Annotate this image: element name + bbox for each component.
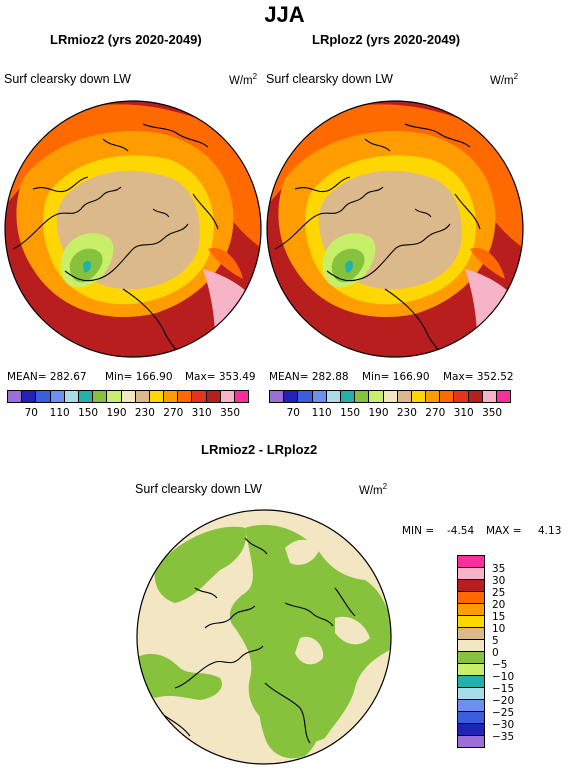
colorbar-tick-label: 70 (286, 407, 300, 419)
colorbar-box (177, 390, 193, 403)
colorbar-tick-label: 10 (492, 623, 506, 635)
colorbar-tick-label: −5 (492, 659, 508, 671)
colorbar-box (496, 390, 512, 403)
panel-2-polar-map (266, 100, 524, 358)
colorbar-tick-label: 190 (106, 407, 127, 419)
colorbar-box (106, 390, 122, 403)
panel-1-variable-label: Surf clearsky down LW (4, 72, 131, 86)
colorbar-box (325, 390, 341, 403)
colorbar-box (205, 390, 221, 403)
colorbar-tick-label: 230 (134, 407, 155, 419)
colorbar-box (234, 390, 250, 403)
colorbar-tick-label: −25 (492, 707, 515, 719)
colorbar-tick-label: 110 (311, 407, 332, 419)
diff-max-value: 4.13 (538, 525, 562, 537)
colorbar-box (35, 390, 51, 403)
diff-panel-variable-label: Surf clearsky down LW (135, 482, 262, 496)
panel-2-colorbar-labels: 70 110 150 190 230 270 310 350 (269, 407, 529, 421)
colorbar-box (425, 390, 441, 403)
panel-1-mean-value: MEAN= 282.67 (7, 371, 87, 383)
panel-2-variable-label: Surf clearsky down LW (266, 72, 393, 86)
colorbar-tick-label: 190 (368, 407, 389, 419)
colorbar-tick-label: 230 (396, 407, 417, 419)
colorbar-box (120, 390, 136, 403)
colorbar-box (163, 390, 179, 403)
panel-1-colorbar-labels: 70 110 150 190 230 270 310 350 (7, 407, 267, 421)
colorbar-box (297, 390, 313, 403)
panel-2-min-value: Min= 166.90 (362, 371, 430, 383)
colorbar-box (453, 390, 469, 403)
colorbar-box (368, 390, 384, 403)
colorbar-box (77, 390, 94, 403)
colorbar-tick-label: 350 (220, 407, 241, 419)
diff-polar-map (136, 509, 392, 765)
colorbar-tick-label: 350 (482, 407, 503, 419)
colorbar-box (410, 390, 427, 403)
colorbar-box (339, 390, 356, 403)
colorbar-tick-label: −10 (492, 671, 515, 683)
colorbar-tick-label: 30 (492, 575, 506, 587)
panel-2-title: LRploz2 (yrs 2020-2049) (312, 32, 461, 47)
panel-2-mean-value: MEAN= 282.88 (269, 371, 349, 383)
colorbar-tick-label: 5 (492, 635, 499, 647)
panel-1-title: LRmioz2 (yrs 2020-2049) (50, 32, 202, 47)
colorbar-box (21, 390, 37, 403)
colorbar-tick-label: 270 (425, 407, 446, 419)
diff-panel-title: LRmioz2 - LRploz2 (201, 442, 318, 457)
colorbar-tick-label: 270 (163, 407, 184, 419)
colorbar-tick-label: 20 (492, 599, 506, 611)
colorbar-box (382, 390, 398, 403)
diff-colorbar (457, 555, 485, 748)
colorbar-box (63, 390, 79, 403)
colorbar-box (219, 390, 235, 403)
colorbar-box (283, 390, 299, 403)
panel-1-colorbar (7, 390, 250, 403)
colorbar-box (191, 390, 207, 403)
colorbar-tick-label: 35 (492, 563, 506, 575)
panel-2-unit-label: W/m2 (490, 72, 519, 87)
colorbar-tick-label: 25 (492, 587, 506, 599)
colorbar-tick-label: 310 (453, 407, 474, 419)
colorbar-box (467, 390, 483, 403)
panel-2-max-value: Max= 352.52 (443, 371, 514, 383)
panel-1-unit-label: W/m2 (229, 72, 258, 87)
colorbar-box (457, 735, 485, 748)
colorbar-tick-label: 310 (191, 407, 212, 419)
colorbar-tick-label: 0 (492, 647, 499, 659)
diff-max-label: MAX = (486, 525, 522, 537)
colorbar-box (92, 390, 108, 403)
colorbar-box (481, 390, 497, 403)
colorbar-box (269, 390, 285, 403)
panel-1-min-value: Min= 166.90 (105, 371, 173, 383)
panel-1-polar-map (4, 100, 262, 358)
diff-panel-unit-label: W/m2 (359, 482, 388, 497)
colorbar-tick-label: −30 (492, 719, 515, 731)
colorbar-box (134, 390, 150, 403)
diff-colorbar-labels: 35 30 25 20 15 10 5 0 −5 −10 −15 −20 −25 −30 −35 (492, 555, 532, 765)
colorbar-tick-label: 15 (492, 611, 506, 623)
colorbar-tick-label: 110 (49, 407, 70, 419)
colorbar-tick-label: 70 (24, 407, 38, 419)
colorbar-box (354, 390, 370, 403)
colorbar-box (311, 390, 327, 403)
colorbar-tick-label: 150 (340, 407, 361, 419)
colorbar-tick-label: −35 (492, 731, 515, 743)
colorbar-box (7, 390, 23, 403)
colorbar-box (148, 390, 165, 403)
colorbar-box (396, 390, 412, 403)
colorbar-tick-label: −20 (492, 695, 515, 707)
panel-2-colorbar (269, 390, 512, 403)
colorbar-box (49, 390, 65, 403)
colorbar-tick-label: −15 (492, 683, 515, 695)
colorbar-box (439, 390, 455, 403)
diff-min-value: -4.54 (447, 525, 475, 537)
colorbar-tick-label: 150 (78, 407, 99, 419)
figure-title: JJA (264, 2, 305, 27)
diff-min-label: MIN = (402, 525, 435, 537)
panel-1-max-value: Max= 353.49 (185, 371, 256, 383)
